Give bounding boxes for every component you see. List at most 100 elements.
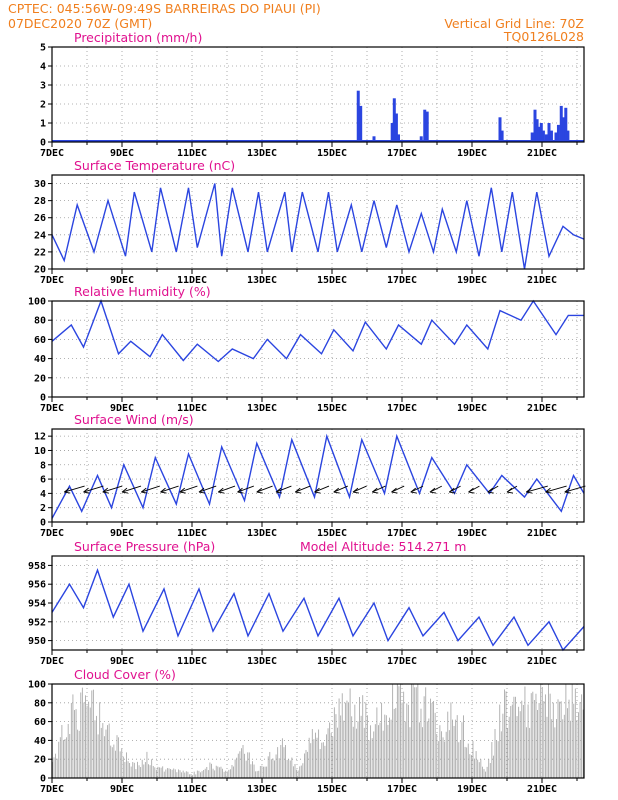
cloud-bar bbox=[412, 684, 414, 778]
cloud-bar bbox=[92, 689, 94, 778]
wind-arrow-shaft bbox=[333, 485, 348, 493]
cloud-bar bbox=[552, 702, 554, 778]
precip-bar bbox=[425, 111, 429, 142]
wind-arrow-head bbox=[63, 487, 71, 494]
cloud-bar bbox=[244, 753, 246, 778]
cloud-bar bbox=[264, 766, 266, 778]
cloud-bar bbox=[524, 686, 526, 778]
x-tick-label: 7DEC bbox=[40, 148, 64, 159]
cloud-bar bbox=[154, 767, 156, 778]
x-tick-label: 17DEC bbox=[387, 784, 417, 795]
x-tick-label: 9DEC bbox=[110, 275, 134, 286]
wind-arrow-head bbox=[237, 487, 244, 494]
cloud-bar bbox=[330, 732, 332, 778]
cloud-bar bbox=[166, 768, 168, 778]
cloud-bar bbox=[218, 767, 220, 778]
x-tick-label: 7DEC bbox=[40, 275, 64, 286]
cloud-bar bbox=[445, 731, 447, 778]
wind-arrow-head bbox=[121, 487, 129, 494]
cloud-bar bbox=[159, 767, 160, 778]
cloud-bar bbox=[72, 694, 74, 778]
cloud-bar bbox=[329, 722, 331, 778]
cloud-bar bbox=[500, 731, 502, 778]
x-tick-label: 11DEC bbox=[177, 403, 207, 414]
cloud-bar bbox=[387, 724, 389, 778]
cloud-bar bbox=[458, 742, 460, 778]
cloud-bar bbox=[417, 684, 419, 778]
cloud-bar bbox=[398, 686, 400, 778]
cloud-bar bbox=[200, 772, 201, 778]
cloud-bar bbox=[425, 687, 427, 778]
cloud-bar bbox=[373, 731, 375, 778]
cloud-bar bbox=[568, 699, 570, 778]
wind-arrow-head bbox=[294, 487, 302, 494]
wind-arrow-head bbox=[468, 487, 475, 494]
cloud-bar bbox=[549, 693, 551, 778]
cloud-bar bbox=[436, 733, 438, 778]
cloud-bar bbox=[111, 747, 113, 778]
wind-arrow-head bbox=[179, 487, 186, 494]
cloud-bar bbox=[448, 730, 450, 778]
cloud-bar bbox=[259, 765, 261, 778]
precip-bar bbox=[419, 136, 423, 142]
cloud-bar bbox=[508, 716, 510, 778]
cloud-bar bbox=[370, 725, 372, 778]
wind-arrow-head bbox=[545, 487, 552, 494]
cloud-bar bbox=[189, 774, 190, 778]
precip-bar bbox=[530, 132, 534, 142]
cloud-bar bbox=[187, 771, 189, 778]
precip-bar bbox=[547, 123, 551, 142]
wind-arrow-head bbox=[487, 487, 494, 494]
cloud-bar bbox=[300, 765, 302, 778]
wind-arrow-shaft bbox=[83, 485, 104, 493]
cloud-bar bbox=[362, 695, 364, 778]
cloud-bar bbox=[480, 759, 482, 778]
cloud-bar bbox=[496, 740, 498, 778]
cloud-bar bbox=[135, 769, 137, 778]
cloud-bar bbox=[64, 739, 66, 778]
series-line bbox=[51, 298, 584, 363]
cloud-bar bbox=[378, 725, 379, 778]
y-tick-label: 3 bbox=[40, 81, 46, 92]
cloud-bar bbox=[69, 734, 71, 778]
cloud-bar bbox=[510, 706, 512, 778]
cloud-bar bbox=[151, 759, 153, 778]
y-tick-label: 958 bbox=[28, 561, 46, 572]
cloud-bar bbox=[570, 720, 572, 778]
panel-4: Surface Pressure (hPa) Model Altitude: 51… bbox=[28, 539, 585, 667]
cloud-bar bbox=[286, 759, 288, 778]
cloud-bar bbox=[165, 769, 167, 778]
series-line bbox=[51, 433, 585, 519]
cloud-bar bbox=[269, 751, 271, 778]
wind-arrow-shaft bbox=[410, 485, 424, 493]
cloud-bar bbox=[81, 687, 83, 778]
cloud-bar bbox=[126, 752, 127, 778]
cloud-bar bbox=[477, 759, 479, 778]
x-tick-label: 15DEC bbox=[317, 403, 347, 414]
precip-bar bbox=[559, 105, 563, 142]
cloud-bar bbox=[469, 754, 471, 778]
cloud-bar bbox=[99, 702, 101, 778]
panel-title: Precipitation (mm/h) bbox=[74, 30, 202, 45]
wind-arrow-head bbox=[525, 487, 533, 494]
cloud-bar bbox=[86, 705, 88, 778]
cloud-bar bbox=[318, 729, 320, 778]
wind-arrow-head bbox=[410, 487, 417, 494]
cloud-bar bbox=[88, 701, 90, 778]
cloud-bar bbox=[351, 716, 353, 778]
cloud-bar bbox=[582, 709, 584, 778]
cloud-bar bbox=[359, 697, 360, 778]
cloud-bar bbox=[326, 734, 327, 778]
wind-arrow-shaft bbox=[179, 485, 198, 493]
wind-arrow-shaft bbox=[314, 485, 330, 493]
cloud-bar bbox=[315, 732, 316, 778]
wind-arrow-shaft bbox=[275, 485, 292, 493]
cloud-bar bbox=[211, 763, 212, 778]
cloud-bar bbox=[450, 702, 452, 778]
x-tick-label: 13DEC bbox=[247, 275, 277, 286]
cloud-bar bbox=[340, 715, 342, 778]
precip-bar bbox=[562, 117, 566, 142]
wind-arrow-head bbox=[83, 487, 90, 494]
cloud-bar bbox=[507, 727, 509, 778]
